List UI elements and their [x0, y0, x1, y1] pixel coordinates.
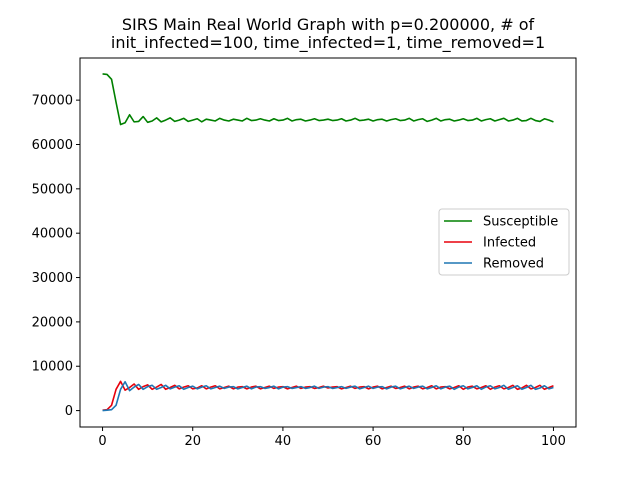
y-tick-label: 60000	[32, 138, 73, 153]
y-tick-label: 0	[65, 404, 73, 419]
chart-title-line-2: init_infected=100, time_infected=1, time…	[111, 33, 545, 53]
series-line-infected	[102, 380, 554, 411]
legend-label-removed: Removed	[483, 257, 544, 272]
x-tick-label: 20	[184, 434, 201, 449]
x-tick-label: 60	[365, 434, 382, 449]
x-tick-label: 100	[541, 434, 566, 449]
axis-ticks: 0 20 40 60 80 100 0 10000 20000 30000 40000 50000 60…	[32, 94, 566, 449]
y-tick-label: 40000	[32, 227, 73, 242]
x-tick-label: 0	[98, 434, 106, 449]
series-line-removed	[102, 380, 554, 412]
y-tick-label: 70000	[32, 94, 73, 109]
chart-legend: Susceptible Infected Removed	[438, 208, 570, 276]
legend-label-infected: Infected	[483, 236, 536, 251]
y-tick-label: 20000	[32, 315, 73, 330]
legend-label-susceptible: Susceptible	[483, 215, 558, 230]
x-tick-label: 80	[455, 434, 472, 449]
plot-frame	[79, 57, 577, 428]
y-tick-label: 50000	[32, 182, 73, 197]
x-tick-label: 40	[275, 434, 292, 449]
y-tick-label: 10000	[32, 360, 73, 375]
plot-lines	[102, 73, 554, 412]
series-line-susceptible	[102, 73, 554, 126]
legend-box	[438, 208, 570, 276]
y-tick-label: 30000	[32, 271, 73, 286]
chart-title-line-1: SIRS Main Real World Graph with p=0.2000…	[122, 15, 535, 34]
